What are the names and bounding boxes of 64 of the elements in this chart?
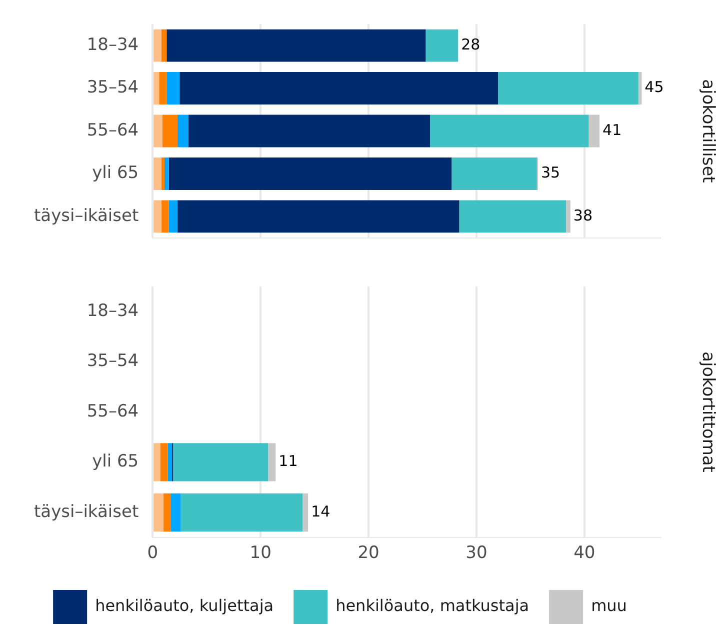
legend-label: henkilöauto, kuljettaja (95, 596, 274, 616)
bar (498, 72, 638, 105)
y-tick-label: 18–34 (86, 300, 139, 321)
bar (459, 200, 566, 233)
total-label: 28 (461, 35, 480, 54)
bar (170, 493, 181, 532)
y2-axis-title: ajokortilliset (698, 79, 718, 183)
bar (168, 157, 452, 190)
bar (162, 114, 178, 148)
bar (160, 443, 168, 482)
bar (177, 114, 188, 148)
bar (180, 493, 303, 532)
bar (159, 72, 167, 105)
bar (268, 443, 276, 482)
bar (166, 72, 180, 105)
bar (154, 114, 162, 148)
y-tick-label: täysi–ikäiset (34, 502, 139, 522)
bar (154, 443, 160, 482)
bar (173, 443, 268, 482)
bar (161, 200, 169, 233)
y-tick-label: yli 65 (92, 452, 139, 472)
x-tick-label: 30 (466, 543, 488, 564)
bar (452, 157, 537, 190)
bar (154, 493, 164, 532)
y-tick-label: 35–54 (86, 351, 139, 372)
bar (177, 200, 460, 233)
bar (430, 114, 589, 148)
total-label: 41 (602, 120, 622, 139)
total-label: 14 (311, 502, 330, 520)
bar (164, 157, 169, 190)
y-tick-label: 35–54 (86, 78, 139, 98)
bar (566, 200, 570, 233)
bar (302, 493, 308, 532)
bar (154, 157, 162, 190)
x-tick-label: 20 (358, 543, 380, 564)
y-tick-label: yli 65 (92, 163, 139, 184)
bar (168, 443, 172, 482)
y-tick-label: 55–64 (86, 120, 139, 140)
y-tick-label: täysi–ikäiset (34, 206, 139, 226)
bar (161, 29, 167, 62)
legend-label: muu (591, 596, 627, 616)
bar (168, 200, 178, 233)
y-tick-label: 18–34 (86, 34, 139, 55)
bar (163, 493, 171, 532)
legend-label: henkilöauto, matkustaja (336, 596, 530, 616)
total-label: 45 (644, 78, 664, 96)
y2-axis-title: ajokortittomat (698, 351, 718, 472)
total-label: 11 (278, 452, 298, 470)
bar (154, 72, 160, 105)
x-tick-label: 40 (574, 543, 596, 564)
bar (180, 72, 498, 105)
bar (588, 114, 600, 148)
y-tick-label: 55–64 (86, 401, 139, 422)
bar (161, 157, 164, 190)
bar (166, 29, 426, 62)
bar (154, 29, 162, 62)
x-tick-label: 0 (147, 543, 158, 564)
bar (638, 72, 642, 105)
bar (188, 114, 430, 148)
bar (426, 29, 458, 62)
bar (154, 200, 162, 233)
x-tick-label: 10 (250, 543, 272, 564)
total-label: 35 (541, 164, 560, 182)
total-label: 38 (573, 206, 592, 224)
